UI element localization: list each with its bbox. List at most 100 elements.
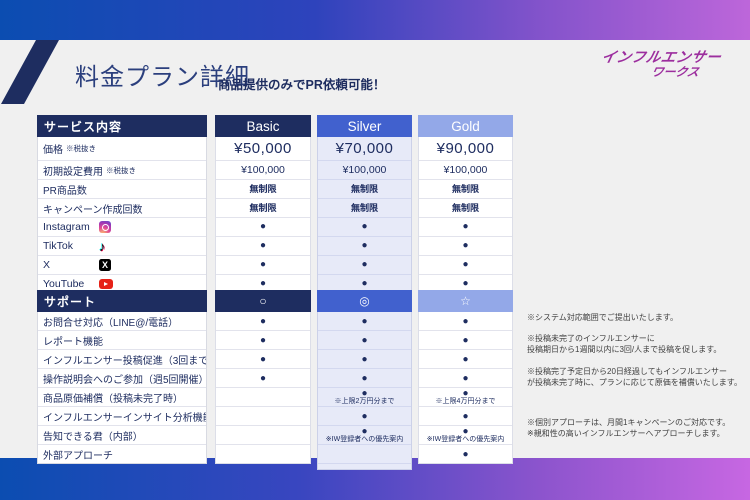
gold-post-promotion: ● — [419, 350, 512, 369]
silver-instagram: ● — [318, 218, 411, 237]
basic-report: ● — [216, 331, 310, 350]
support-label-column: サポート お問合せ対応（LINE@/電話） レポート機能 インフルエンサー投稿促… — [37, 290, 207, 464]
limit-note: ※上限2万円分まで — [334, 397, 395, 405]
basic-cost-compensation — [216, 388, 310, 407]
basic-contact: ● — [216, 312, 310, 331]
tax-note: ※税抜き — [66, 144, 96, 153]
silver-x: ● — [318, 256, 411, 275]
gold-campaign-count: 無制限 — [419, 199, 512, 218]
row-label-instagram: Instagram — [38, 218, 206, 237]
row-label-post-promotion: インフルエンサー投稿促進（3回まで） — [38, 350, 206, 369]
basic-support-column: ○ ● ● ● ● — [215, 290, 311, 464]
support-header-basic-circle: ○ — [215, 290, 311, 312]
support-table: サポート お問合せ対応（LINE@/電話） レポート機能 インフルエンサー投稿促… — [37, 290, 513, 470]
footnote-system-scope: ※システム対応範囲でご提出いたします。 — [527, 313, 678, 322]
basic-insight-analysis — [216, 407, 310, 426]
basic-external-approach — [216, 445, 310, 463]
basic-tiktok: ● — [216, 237, 310, 256]
decorative-slash — [1, 40, 59, 104]
silver-youtube: ● — [361, 278, 368, 289]
silver-price: ¥70,000 — [318, 137, 411, 161]
gold-tiktok: ● — [419, 237, 512, 256]
silver-contact: ● — [318, 312, 411, 331]
plan-header-basic: Basic — [215, 115, 311, 137]
row-label-seminar: 操作説明会へのご参加（週5回開催） — [38, 369, 206, 388]
gold-report: ● — [419, 331, 512, 350]
basic-seminar: ● — [216, 369, 310, 388]
support-header-gold-star: ☆ — [418, 290, 513, 312]
basic-plan-column: Basic ¥50,000 ¥100,000 無制限 無制限 ● ● ● ● — [215, 115, 311, 294]
basic-post-promotion: ● — [216, 350, 310, 369]
top-gradient-band — [0, 0, 750, 40]
page-title: 料金プラン詳細 — [75, 64, 250, 91]
row-label-internal-notice: 告知できる君（内部） — [38, 426, 206, 445]
row-label-youtube: YouTube — [38, 275, 206, 293]
silver-setup-fee: ¥100,000 — [318, 161, 411, 180]
youtube-icon — [99, 279, 113, 289]
silver-report: ● — [318, 331, 411, 350]
row-label-contact: お問合せ対応（LINE@/電話） — [38, 312, 206, 331]
silver-support-column: ◎ ● ● ● ● ● ※上限2万円分まで ● ● ※IW登録者への優先案内 — [317, 290, 412, 470]
silver-column-extension — [318, 464, 411, 469]
plan-header-silver: Silver — [317, 115, 412, 137]
silver-cost-compensation: ● ※上限2万円分まで — [318, 388, 411, 407]
silver-tiktok: ● — [318, 237, 411, 256]
basic-x: ● — [216, 256, 310, 275]
gold-external-approach: ● — [462, 448, 469, 460]
row-label-campaign-count: キャンペーン作成回数 — [38, 199, 206, 218]
service-label-column: サービス内容 価格 ※税抜き 初期設定費用 ※税抜き PR商品数 キャンペーン作成回… — [37, 115, 207, 294]
basic-instagram: ● — [216, 218, 310, 237]
row-label-tiktok: TikTok ♪ — [38, 237, 206, 256]
priority-note: ※IW登録者への優先案内 — [325, 435, 404, 443]
silver-internal-notice: ● ※IW登録者への優先案内 — [318, 426, 411, 445]
brand-logo-line1: インフルエンサー — [600, 50, 724, 66]
silver-plan-column: Silver ¥70,000 ¥100,000 無制限 無制限 ● ● ● ● — [317, 115, 412, 294]
silver-campaign-count: 無制限 — [318, 199, 411, 218]
plan-header-gold: Gold — [418, 115, 513, 137]
footnote-approach: ※個別アプローチは、月間1キャンペーンのご対応です。 ※親和性の高いインフルエン… — [527, 418, 731, 438]
row-label-price: 価格 ※税抜き — [38, 137, 206, 161]
gold-insight-analysis: ● — [419, 407, 512, 426]
tiktok-icon: ♪ — [99, 238, 106, 254]
instagram-icon — [99, 221, 111, 233]
row-label-setup-fee: 初期設定費用 ※税抜き — [38, 161, 206, 180]
row-label-report: レポート機能 — [38, 331, 206, 350]
gold-pr-products: 無制限 — [419, 180, 512, 199]
support-table-header: サポート — [37, 290, 207, 312]
gold-setup-fee: ¥100,000 — [419, 161, 512, 180]
row-label-insight-analysis: インフルエンサーインサイト分析機能 — [38, 407, 206, 426]
silver-insight-analysis: ● — [318, 407, 411, 426]
footnote-cost-compensation: ※投稿完了予定日から20日経過してもインフルエンサー が投稿未完了時に、プランに… — [527, 367, 742, 387]
basic-setup-fee: ¥100,000 — [216, 161, 310, 180]
silver-seminar: ● — [318, 369, 411, 388]
gold-price: ¥90,000 — [419, 137, 512, 161]
priority-note: ※IW登録者への優先案内 — [426, 435, 505, 443]
gold-plan-column: Gold ¥90,000 ¥100,000 無制限 無制限 ● ● ● ● — [418, 115, 513, 294]
gold-support-column: ☆ ● ● ● ● ● ※上限4万円分まで ● ● ※IW登録者への優先案内 ● — [418, 290, 513, 464]
brand-logo-line2: ワークス — [650, 65, 701, 80]
basic-youtube: ● — [259, 278, 267, 289]
basic-internal-notice — [216, 426, 310, 445]
row-label-external-approach: 外部アプローチ — [43, 450, 113, 462]
limit-note: ※上限4万円分まで — [435, 397, 496, 405]
silver-post-promotion: ● — [318, 350, 411, 369]
service-table: サービス内容 価格 ※税抜き 初期設定費用 ※税抜き PR商品数 キャンペーン作成回… — [37, 115, 513, 294]
page-subtitle: 商品提供のみでPR依頼可能！ — [218, 78, 386, 92]
gold-x: ● — [419, 256, 512, 275]
footnote-post-promotion: ※投稿未完了のインフルエンサーに 投稿期日から1週間以内に3回/人まで投稿を促し… — [527, 334, 722, 354]
brand-logo: インフルエンサー ワークス — [597, 50, 724, 80]
row-label-pr-products: PR商品数 — [38, 180, 206, 199]
x-icon: X — [99, 259, 111, 271]
basic-price: ¥50,000 — [216, 137, 310, 161]
basic-campaign-count: 無制限 — [216, 199, 310, 218]
row-label-cost-compensation: 商品原価補償（投稿未完了時） — [38, 388, 206, 407]
silver-pr-products: 無制限 — [318, 180, 411, 199]
support-header-silver-double-circle: ◎ — [317, 290, 412, 312]
service-table-header: サービス内容 — [37, 115, 207, 137]
gold-instagram: ● — [419, 218, 512, 237]
silver-external-approach — [318, 445, 411, 464]
gold-internal-notice: ● ※IW登録者への優先案内 — [419, 426, 512, 445]
gold-youtube: ● — [462, 278, 469, 289]
tax-note: ※税抜き — [106, 165, 136, 175]
